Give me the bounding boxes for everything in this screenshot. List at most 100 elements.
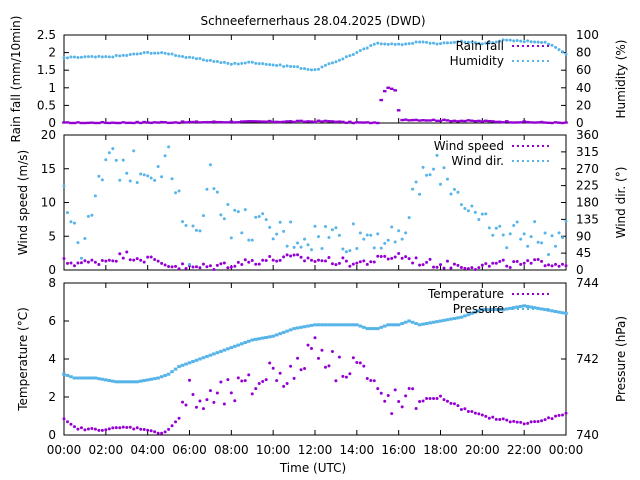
data-point: [449, 317, 453, 321]
data-point: [414, 180, 418, 184]
data-point: [487, 119, 492, 123]
data-point: [547, 416, 551, 420]
x-tick-label: 22:00: [507, 443, 542, 457]
data-point: [547, 263, 551, 267]
data-point: [268, 361, 272, 365]
y2-tick-label: 90: [576, 229, 591, 243]
data-point: [344, 121, 349, 124]
y-tick-label: 0: [48, 116, 56, 130]
data-point: [397, 400, 401, 404]
data-point: [564, 52, 568, 56]
data-point: [442, 118, 446, 122]
data-point: [79, 376, 84, 380]
series-humidity: [62, 38, 568, 72]
data-point: [320, 323, 324, 327]
data-point: [174, 264, 178, 268]
data-point: [222, 217, 226, 221]
data-point: [383, 399, 387, 403]
data-point: [76, 55, 80, 59]
data-point: [125, 425, 129, 429]
data-point: [313, 336, 317, 340]
data-point: [337, 355, 341, 359]
data-point: [79, 55, 83, 59]
data-point: [344, 55, 348, 59]
y2-axis-label: Humidity (%): [614, 40, 628, 119]
data-point: [400, 256, 404, 260]
data-point: [505, 38, 509, 42]
data-point: [153, 430, 157, 434]
data-point: [344, 323, 349, 327]
data-point: [512, 260, 516, 264]
data-point: [69, 261, 73, 265]
data-point: [397, 42, 401, 46]
data-point: [553, 310, 558, 313]
data-point: [425, 397, 429, 401]
data-point: [358, 361, 362, 365]
data-point: [313, 224, 317, 228]
data-point: [184, 266, 188, 270]
data-point: [62, 257, 66, 261]
data-point: [285, 381, 289, 385]
data-point: [480, 308, 485, 312]
data-point: [389, 87, 394, 90]
data-point: [327, 62, 331, 66]
data-point: [497, 120, 502, 124]
data-point: [107, 55, 111, 59]
data-point: [104, 158, 108, 162]
data-point: [557, 231, 561, 235]
data-point: [198, 121, 202, 124]
data-point: [181, 54, 185, 58]
data-point: [271, 63, 275, 67]
data-point: [254, 215, 258, 219]
data-point: [477, 41, 481, 45]
data-point: [410, 320, 415, 324]
data-point: [323, 63, 327, 67]
data-point: [121, 53, 125, 57]
data-point: [118, 54, 122, 58]
data-point: [191, 224, 195, 228]
data-point: [260, 120, 265, 123]
data-point: [62, 184, 66, 188]
data-point: [194, 57, 198, 61]
data-point: [205, 59, 209, 63]
data-point: [403, 320, 408, 324]
data-point: [498, 417, 502, 421]
data-point: [491, 261, 495, 265]
x-tick-label: 06:00: [172, 443, 207, 457]
data-point: [65, 56, 69, 60]
data-point: [463, 266, 467, 270]
data-point: [121, 121, 126, 124]
data-point: [254, 262, 258, 266]
data-point: [432, 167, 436, 171]
data-point: [104, 259, 108, 263]
data-point: [487, 226, 491, 230]
data-point: [180, 120, 185, 123]
data-point: [470, 410, 474, 414]
data-point: [379, 246, 383, 250]
data-point: [289, 220, 293, 224]
data-point: [135, 52, 139, 56]
data-point: [281, 330, 286, 334]
data-point: [243, 61, 247, 65]
y2-tick-label: 740: [576, 428, 599, 442]
data-point: [72, 264, 76, 268]
data-point: [93, 55, 97, 59]
data-point: [564, 311, 568, 315]
data-point: [323, 259, 327, 263]
data-point: [208, 264, 212, 268]
data-point: [477, 412, 481, 416]
data-point: [414, 406, 418, 410]
data-point: [114, 158, 118, 162]
data-point: [515, 121, 519, 124]
data-point: [540, 259, 544, 263]
data-point: [362, 237, 366, 241]
data-point: [316, 67, 320, 71]
data-point: [452, 262, 456, 266]
data-point: [111, 147, 115, 151]
data-point: [341, 374, 345, 378]
data-point: [351, 356, 355, 360]
data-point: [337, 323, 342, 327]
data-point: [449, 266, 453, 270]
data-point: [250, 238, 254, 242]
data-point: [459, 407, 463, 411]
